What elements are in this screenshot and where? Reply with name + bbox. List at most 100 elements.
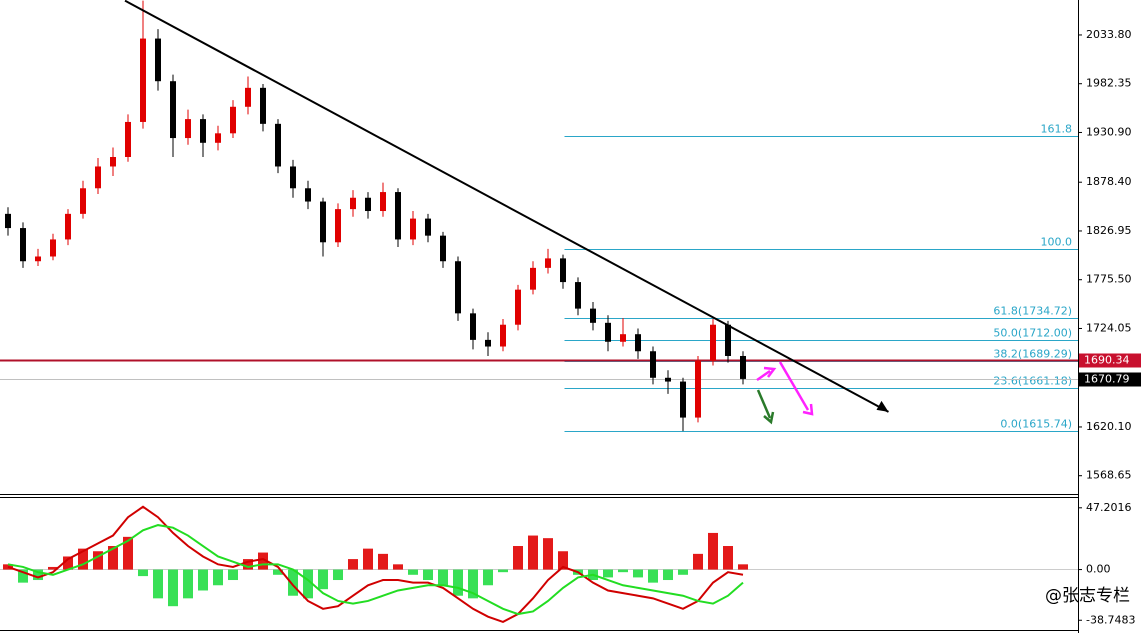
histogram-bar bbox=[258, 552, 268, 570]
candle-body bbox=[305, 188, 311, 202]
candle-body bbox=[530, 267, 536, 290]
price-tag bbox=[1079, 372, 1141, 387]
candle-body bbox=[365, 197, 371, 212]
histogram-bar bbox=[273, 569, 283, 575]
candle-body bbox=[170, 81, 176, 139]
candle-body bbox=[335, 209, 341, 243]
fib-label: 0.0(1615.74) bbox=[1000, 418, 1072, 431]
histogram-bar bbox=[363, 548, 373, 570]
y-tick-label: 2033.80 bbox=[1086, 28, 1132, 41]
candle-body bbox=[290, 166, 296, 189]
candle-body bbox=[485, 339, 491, 347]
histogram-bar bbox=[153, 569, 163, 599]
y-tick-label: 1568.65 bbox=[1086, 469, 1132, 482]
candle-body bbox=[230, 106, 236, 134]
price-tag-label: 1670.79 bbox=[1084, 373, 1130, 386]
histogram-bar bbox=[498, 569, 508, 573]
histogram-bar bbox=[708, 532, 718, 570]
macd-line bbox=[7, 524, 744, 616]
candle-body bbox=[545, 258, 551, 268]
histogram-bar bbox=[438, 569, 448, 586]
histogram-bar bbox=[228, 569, 238, 581]
y-tick-label: -38.7483 bbox=[1086, 613, 1135, 626]
histogram-bar bbox=[423, 569, 433, 581]
y-tick-label: 1826.95 bbox=[1086, 224, 1132, 237]
histogram-bar bbox=[123, 536, 133, 570]
candle-body bbox=[320, 201, 326, 243]
histogram-bar bbox=[288, 569, 298, 596]
histogram-bar bbox=[693, 553, 703, 570]
fib-label: 100.0 bbox=[1041, 236, 1073, 249]
fib-label: 50.0(1712.00) bbox=[993, 327, 1072, 340]
histogram-bar bbox=[168, 569, 178, 607]
histogram-bar bbox=[318, 569, 328, 590]
candle-body bbox=[185, 119, 191, 139]
histogram-bar bbox=[648, 569, 658, 583]
y-tick-label: 1775.50 bbox=[1086, 273, 1132, 286]
histogram-bar bbox=[738, 564, 748, 570]
candle-body bbox=[560, 258, 566, 283]
histogram-bar bbox=[558, 551, 568, 570]
candle-body bbox=[65, 213, 71, 240]
candle-body bbox=[350, 197, 356, 210]
fib-label: 38.2(1689.29) bbox=[993, 348, 1072, 361]
candle-body bbox=[665, 377, 671, 382]
histogram-bar bbox=[48, 566, 58, 570]
candle-body bbox=[740, 355, 746, 379]
fib-label: 161.8 bbox=[1041, 123, 1073, 136]
histogram-bar bbox=[723, 546, 733, 570]
watermark: @张志专栏 bbox=[1045, 586, 1130, 606]
histogram-bar bbox=[528, 535, 538, 570]
candle-body bbox=[500, 324, 506, 347]
candle-body bbox=[50, 239, 56, 257]
histogram-bar bbox=[453, 569, 463, 596]
candle-body bbox=[380, 192, 386, 212]
histogram-bar bbox=[633, 569, 643, 578]
y-tick-label: 1724.05 bbox=[1086, 321, 1132, 334]
annotation-arrows bbox=[756, 361, 814, 425]
candle-body bbox=[110, 157, 116, 167]
histogram-bar bbox=[33, 569, 43, 581]
candle-body bbox=[680, 381, 686, 418]
histogram-bar bbox=[618, 569, 628, 573]
fib-label: 23.6(1661.18) bbox=[993, 375, 1072, 388]
histogram-bar bbox=[78, 548, 88, 570]
fib-label: 61.8(1734.72) bbox=[993, 305, 1072, 318]
histogram-bar bbox=[378, 553, 388, 570]
candle-body bbox=[155, 38, 161, 82]
y-tick-label: 1620.10 bbox=[1086, 420, 1132, 433]
histogram-bar bbox=[408, 569, 418, 575]
price-tag-label: 1690.34 bbox=[1084, 354, 1130, 367]
candle-body bbox=[80, 188, 86, 214]
histogram-bar bbox=[348, 559, 358, 570]
candle-body bbox=[140, 38, 146, 122]
candle-body bbox=[620, 334, 626, 342]
histogram-bar bbox=[333, 569, 343, 581]
candle-body bbox=[35, 256, 41, 262]
histogram-bar bbox=[678, 569, 688, 575]
candle-body bbox=[590, 308, 596, 323]
histogram-bar bbox=[108, 546, 118, 570]
candle-body bbox=[515, 289, 521, 325]
candle-body bbox=[470, 313, 476, 340]
y-tick-label: 47.2016 bbox=[1086, 501, 1132, 514]
candle-body bbox=[695, 360, 701, 418]
candle-body bbox=[725, 324, 731, 356]
candle-body bbox=[605, 322, 611, 342]
candle-body bbox=[395, 192, 401, 240]
candle-body bbox=[455, 261, 461, 314]
y-tick-label: 1878.40 bbox=[1086, 175, 1132, 188]
histogram-bar bbox=[93, 551, 103, 570]
histogram-bar bbox=[483, 569, 493, 586]
candle-body bbox=[260, 87, 266, 124]
candle-body bbox=[710, 324, 716, 361]
histogram-bar bbox=[663, 569, 673, 581]
candle-body bbox=[245, 87, 251, 107]
candle-body bbox=[200, 119, 206, 143]
histogram-bar bbox=[468, 569, 478, 599]
trendline bbox=[124, 0, 889, 413]
y-tick-label: 0.00 bbox=[1086, 563, 1111, 576]
candle-body bbox=[575, 282, 581, 309]
